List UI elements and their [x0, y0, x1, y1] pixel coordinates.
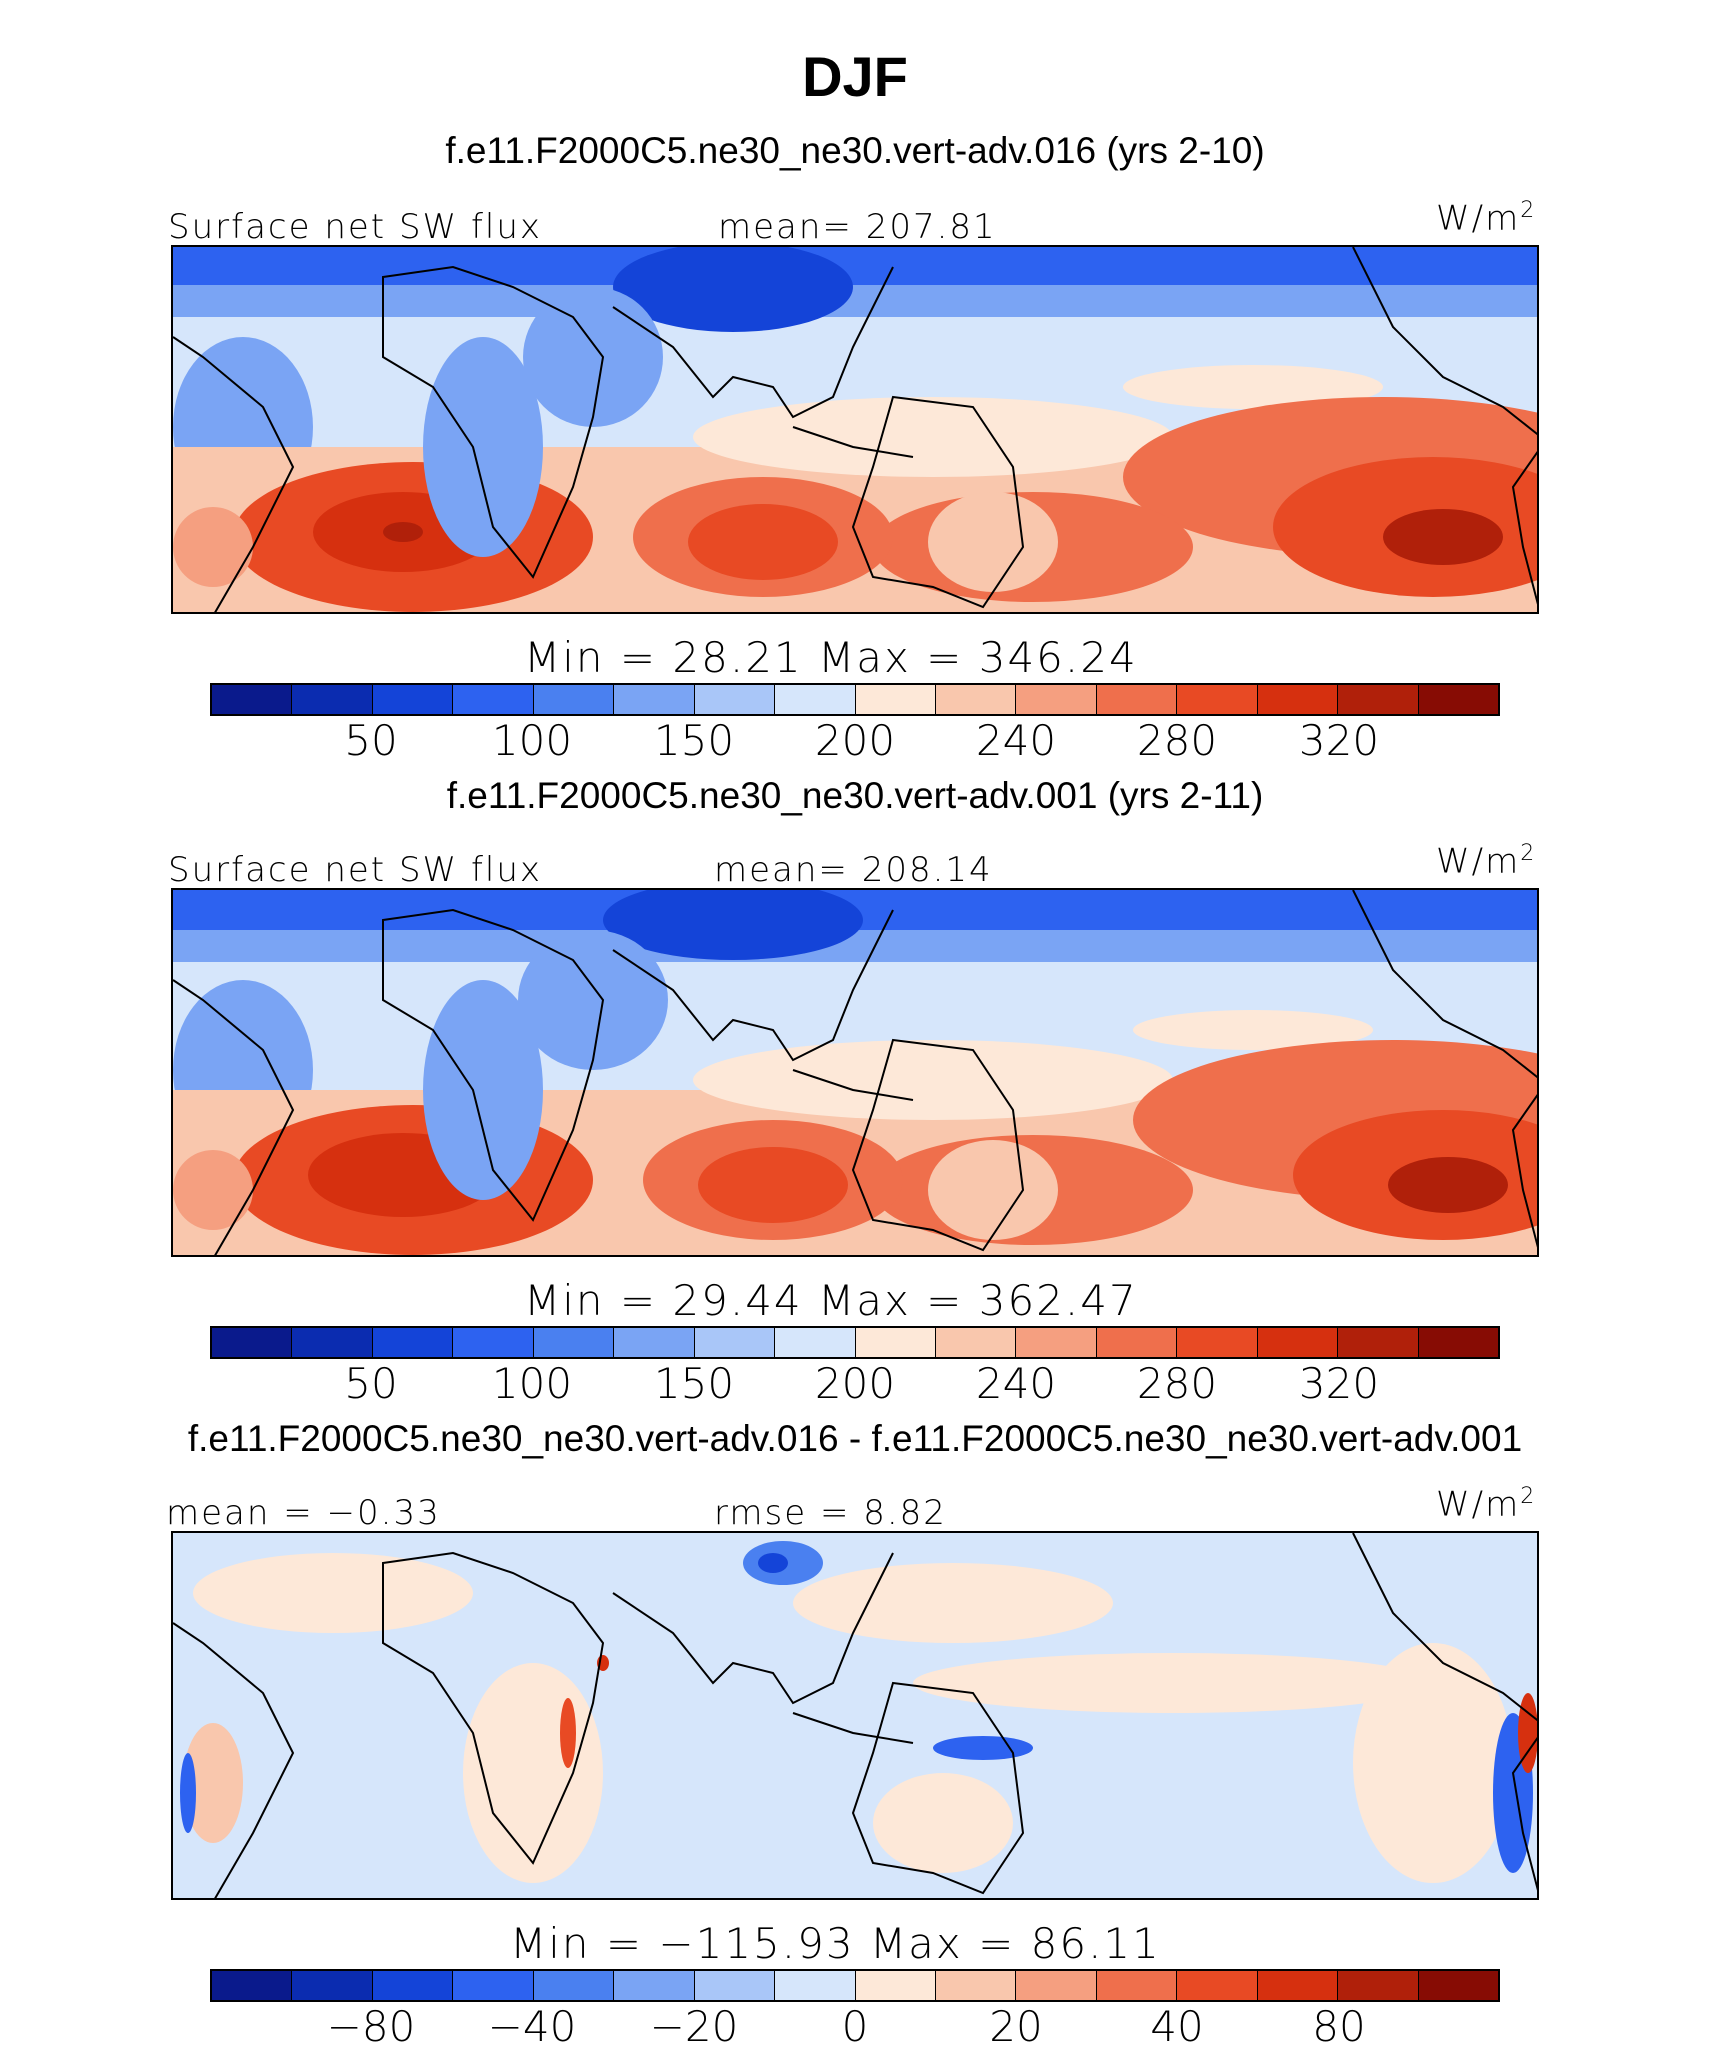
figure-title: DJF: [802, 45, 908, 108]
colorbar-swatch: [935, 1328, 1017, 1357]
colorbar-swatch: [212, 685, 293, 714]
panel1-colorbar-tick: 280: [1136, 716, 1218, 765]
panel1-case-title: f.e11.F2000C5.ne30_ne30.vert-adv.016 (yr…: [445, 130, 1265, 171]
panel2-colorbar-tick: 240: [975, 1359, 1057, 1408]
panel2-map-field: [173, 890, 1537, 1255]
colorbar-swatch: [533, 1971, 615, 2000]
panel2-variable-label: Surface net SW flux: [168, 850, 543, 890]
colorbar-swatch: [1338, 1328, 1419, 1357]
colorbar-swatch: [1418, 1328, 1498, 1357]
panel1-units: W/m2: [1436, 198, 1537, 239]
colorbar-swatch: [533, 1328, 615, 1357]
panel3-colorbar-tick: 0: [841, 2002, 869, 2051]
colorbar-swatch: [935, 685, 1017, 714]
panel3-map-field: [173, 1533, 1537, 1898]
panel2-case-title: f.e11.F2000C5.ne30_ne30.vert-adv.001 (yr…: [446, 775, 1264, 816]
panel1-map-field: [173, 247, 1537, 612]
colorbar-swatch: [212, 1328, 293, 1357]
panel3-case-title: f.e11.F2000C5.ne30_ne30.vert-adv.016 - f…: [187, 1418, 1523, 1459]
colorbar-swatch: [1257, 1971, 1339, 2000]
panel3-colorbar-tick: 80: [1312, 2002, 1366, 2051]
panel2-map: [171, 888, 1539, 1257]
panel2-mean-label: mean= 208.14: [714, 850, 993, 890]
colorbar-swatch: [1257, 685, 1339, 714]
colorbar-swatch: [372, 1328, 454, 1357]
panel3-map: [171, 1531, 1539, 1900]
panel2-colorbar-tick: 150: [653, 1359, 735, 1408]
panel1-mean-label: mean= 207.81: [718, 207, 997, 247]
colorbar-swatch: [453, 685, 534, 714]
colorbar-swatch: [614, 685, 695, 714]
panel3-rmse-label: rmse = 8.82: [714, 1493, 947, 1533]
colorbar-swatch: [1338, 685, 1419, 714]
colorbar-swatch: [372, 1971, 454, 2000]
colorbar-swatch: [614, 1971, 695, 2000]
colorbar-swatch: [855, 1971, 936, 2000]
colorbar-swatch: [855, 1328, 936, 1357]
colorbar-swatch: [1418, 685, 1498, 714]
panel2-units: W/m2: [1436, 841, 1537, 882]
colorbar-swatch: [453, 1328, 534, 1357]
colorbar-swatch: [1096, 685, 1178, 714]
panel1-colorbar-tick: 100: [491, 716, 573, 765]
colorbar-swatch: [855, 685, 936, 714]
colorbar-swatch: [1177, 1328, 1258, 1357]
colorbar-swatch: [935, 1971, 1017, 2000]
colorbar-swatch: [1418, 1971, 1498, 2000]
panel1-colorbar-tick: 200: [814, 716, 896, 765]
colorbar-swatch: [694, 1971, 776, 2000]
panel2-colorbar-tick: 50: [344, 1359, 398, 1408]
panel1-colorbar-tick: 240: [975, 716, 1057, 765]
panel3-minmax: Min = −115.93 Max = 86.11: [510, 1919, 1161, 1968]
panel2-colorbar-tick: 200: [814, 1359, 896, 1408]
colorbar-swatch: [1016, 1971, 1097, 2000]
colorbar-swatch: [292, 1328, 373, 1357]
colorbar-swatch: [775, 1971, 856, 2000]
colorbar-swatch: [775, 685, 856, 714]
colorbar-swatch: [292, 1971, 373, 2000]
panel1-colorbar-tick: 150: [653, 716, 735, 765]
panel1-colorbar: [210, 683, 1500, 716]
panel2-colorbar-tick: 320: [1298, 1359, 1380, 1408]
panel1-colorbar-tick: 50: [344, 716, 398, 765]
panel3-units: W/m2: [1436, 1484, 1537, 1525]
panel1-minmax: Min = 28.21 Max = 346.24: [524, 633, 1138, 682]
panel3-colorbar-tick: −80: [326, 2002, 416, 2051]
colorbar-swatch: [1257, 1328, 1339, 1357]
colorbar-swatch: [775, 1328, 856, 1357]
panel3-colorbar-tick: −20: [649, 2002, 739, 2051]
panel2-colorbar-tick: 280: [1136, 1359, 1218, 1408]
colorbar-swatch: [372, 685, 454, 714]
panel3-colorbar-tick: 20: [989, 2002, 1043, 2051]
colorbar-swatch: [212, 1971, 293, 2000]
panel3-mean-label: mean = −0.33: [166, 1493, 441, 1533]
panel1-colorbar-tick: 320: [1298, 716, 1380, 765]
colorbar-swatch: [1177, 1971, 1258, 2000]
panel2-colorbar-tick: 100: [491, 1359, 573, 1408]
panel2-colorbar: [210, 1326, 1500, 1359]
panel1-map: [171, 245, 1539, 614]
colorbar-swatch: [1016, 1328, 1097, 1357]
colorbar-swatch: [694, 1328, 776, 1357]
colorbar-swatch: [453, 1971, 534, 2000]
panel3-colorbar-tick: −40: [487, 2002, 577, 2051]
colorbar-swatch: [1338, 1971, 1419, 2000]
colorbar-swatch: [292, 685, 373, 714]
colorbar-swatch: [614, 1328, 695, 1357]
colorbar-swatch: [1096, 1971, 1178, 2000]
panel3-colorbar: [210, 1969, 1500, 2002]
panel3-colorbar-tick: 40: [1150, 2002, 1204, 2051]
colorbar-swatch: [1096, 1328, 1178, 1357]
colorbar-swatch: [1177, 685, 1258, 714]
colorbar-swatch: [1016, 685, 1097, 714]
colorbar-swatch: [694, 685, 776, 714]
panel2-minmax: Min = 29.44 Max = 362.47: [524, 1276, 1138, 1325]
panel1-variable-label: Surface net SW flux: [168, 207, 543, 247]
colorbar-swatch: [533, 685, 615, 714]
